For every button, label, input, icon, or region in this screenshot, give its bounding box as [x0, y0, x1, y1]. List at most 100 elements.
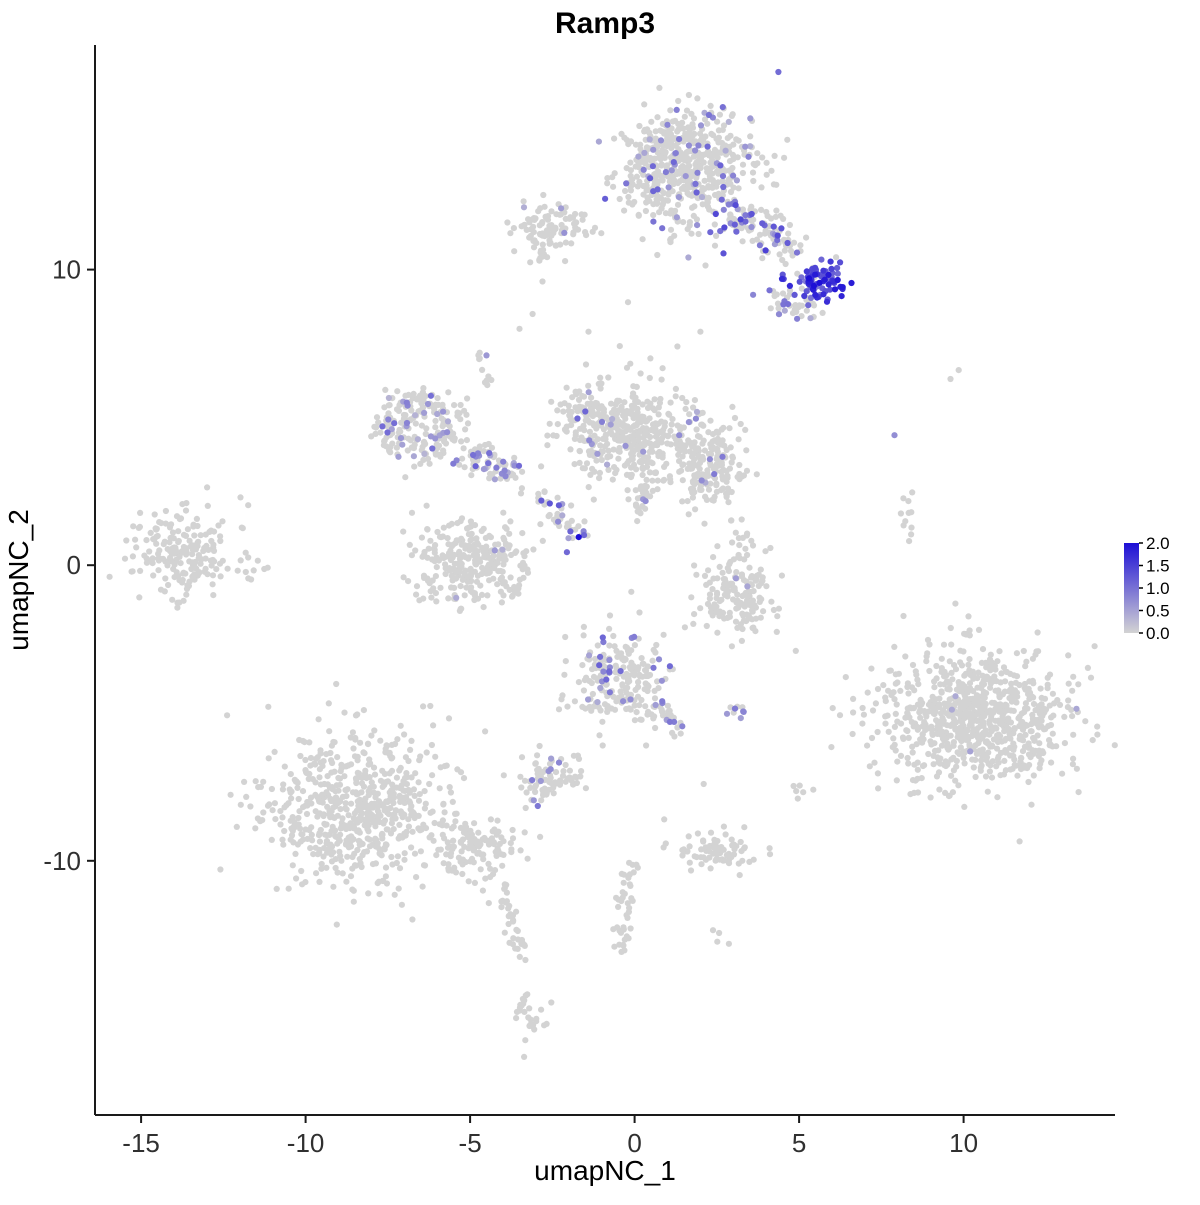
- cell-point: [1000, 664, 1008, 671]
- cell-point: [792, 647, 799, 655]
- cell-point: [602, 195, 609, 202]
- cell-point: [554, 421, 561, 428]
- cell-point: [667, 427, 674, 434]
- cell-point: [1018, 719, 1025, 726]
- cell-point: [756, 231, 764, 238]
- cell-point: [281, 763, 288, 770]
- cell-point: [521, 829, 528, 836]
- cell-point: [672, 393, 679, 400]
- cell-point: [965, 700, 972, 707]
- cell-point: [314, 754, 321, 761]
- cell-point: [662, 210, 670, 217]
- cell-point: [717, 162, 724, 169]
- cell-point: [290, 839, 297, 846]
- cell-point: [812, 291, 819, 298]
- cell-point: [195, 538, 202, 545]
- cell-point: [562, 215, 569, 222]
- cell-point: [697, 328, 704, 335]
- cell-point: [475, 829, 482, 836]
- cell-point: [460, 775, 468, 782]
- cell-point: [1046, 671, 1054, 678]
- cell-point: [704, 198, 711, 205]
- cell-point: [326, 831, 333, 839]
- cell-point: [1029, 719, 1036, 726]
- cell-point: [611, 170, 618, 177]
- cell-point: [716, 563, 723, 571]
- cell-point: [733, 177, 741, 184]
- cell-point: [731, 221, 738, 228]
- cell-point: [944, 743, 951, 750]
- cell-point: [748, 203, 755, 210]
- cell-point: [931, 678, 938, 685]
- cell-point: [520, 222, 527, 229]
- cell-point: [725, 118, 732, 125]
- cell-point: [634, 495, 642, 502]
- cell-point: [500, 772, 507, 779]
- cell-point: [606, 429, 614, 436]
- cell-point: [952, 719, 960, 726]
- cell-point: [605, 374, 612, 381]
- cell-point: [905, 734, 912, 742]
- cell-point: [1038, 701, 1045, 708]
- cell-point: [683, 399, 690, 406]
- cell-point: [705, 111, 713, 119]
- cell-point: [951, 662, 958, 669]
- cell-point: [850, 695, 857, 703]
- cell-point: [436, 785, 443, 792]
- cell-point: [432, 424, 439, 431]
- cell-point: [781, 307, 788, 314]
- cell-point: [451, 402, 458, 409]
- cell-point: [726, 613, 734, 620]
- cell-point: [672, 142, 679, 149]
- cell-point: [671, 733, 678, 740]
- legend-tick-label: 0.5: [1146, 602, 1170, 621]
- cell-point: [385, 416, 392, 423]
- cell-point: [687, 867, 695, 874]
- cell-point: [711, 493, 718, 500]
- cell-point: [449, 798, 456, 806]
- cell-point: [728, 643, 736, 650]
- cell-point: [771, 152, 778, 159]
- cell-point: [773, 628, 780, 636]
- cell-point: [904, 727, 911, 735]
- cell-point: [330, 883, 337, 890]
- cell-point: [307, 754, 315, 762]
- cell-point: [445, 867, 452, 874]
- cell-point: [650, 646, 657, 654]
- cell-point: [328, 742, 335, 749]
- cell-point: [558, 696, 565, 703]
- cell-point: [622, 411, 629, 418]
- cell-point: [472, 557, 479, 564]
- cell-point: [511, 248, 518, 255]
- cell-point: [259, 817, 266, 824]
- cell-point: [690, 115, 698, 122]
- cell-point: [621, 134, 628, 141]
- cell-point: [709, 177, 716, 184]
- cell-point: [640, 166, 647, 173]
- cell-point: [957, 647, 964, 654]
- cell-point: [666, 718, 674, 726]
- cell-point: [433, 564, 440, 571]
- cell-point: [597, 684, 604, 692]
- cell-point: [162, 520, 169, 527]
- cell-point: [365, 788, 372, 795]
- cell-point: [818, 256, 825, 263]
- cell-point: [452, 810, 459, 818]
- cell-point: [691, 397, 699, 404]
- cell-point: [719, 178, 726, 185]
- cell-point: [579, 703, 586, 711]
- cell-point: [722, 831, 729, 838]
- cell-point: [604, 461, 611, 468]
- cell-point: [977, 767, 984, 774]
- cell-point: [796, 782, 803, 789]
- cell-point: [451, 437, 458, 444]
- cell-point: [500, 509, 507, 516]
- cell-point: [177, 515, 185, 522]
- cell-point: [655, 656, 663, 663]
- cell-point: [589, 408, 596, 415]
- cell-point: [381, 817, 389, 824]
- cell-point: [655, 411, 662, 418]
- cell-point: [189, 546, 196, 554]
- cell-point: [396, 865, 404, 872]
- cell-point: [392, 740, 399, 748]
